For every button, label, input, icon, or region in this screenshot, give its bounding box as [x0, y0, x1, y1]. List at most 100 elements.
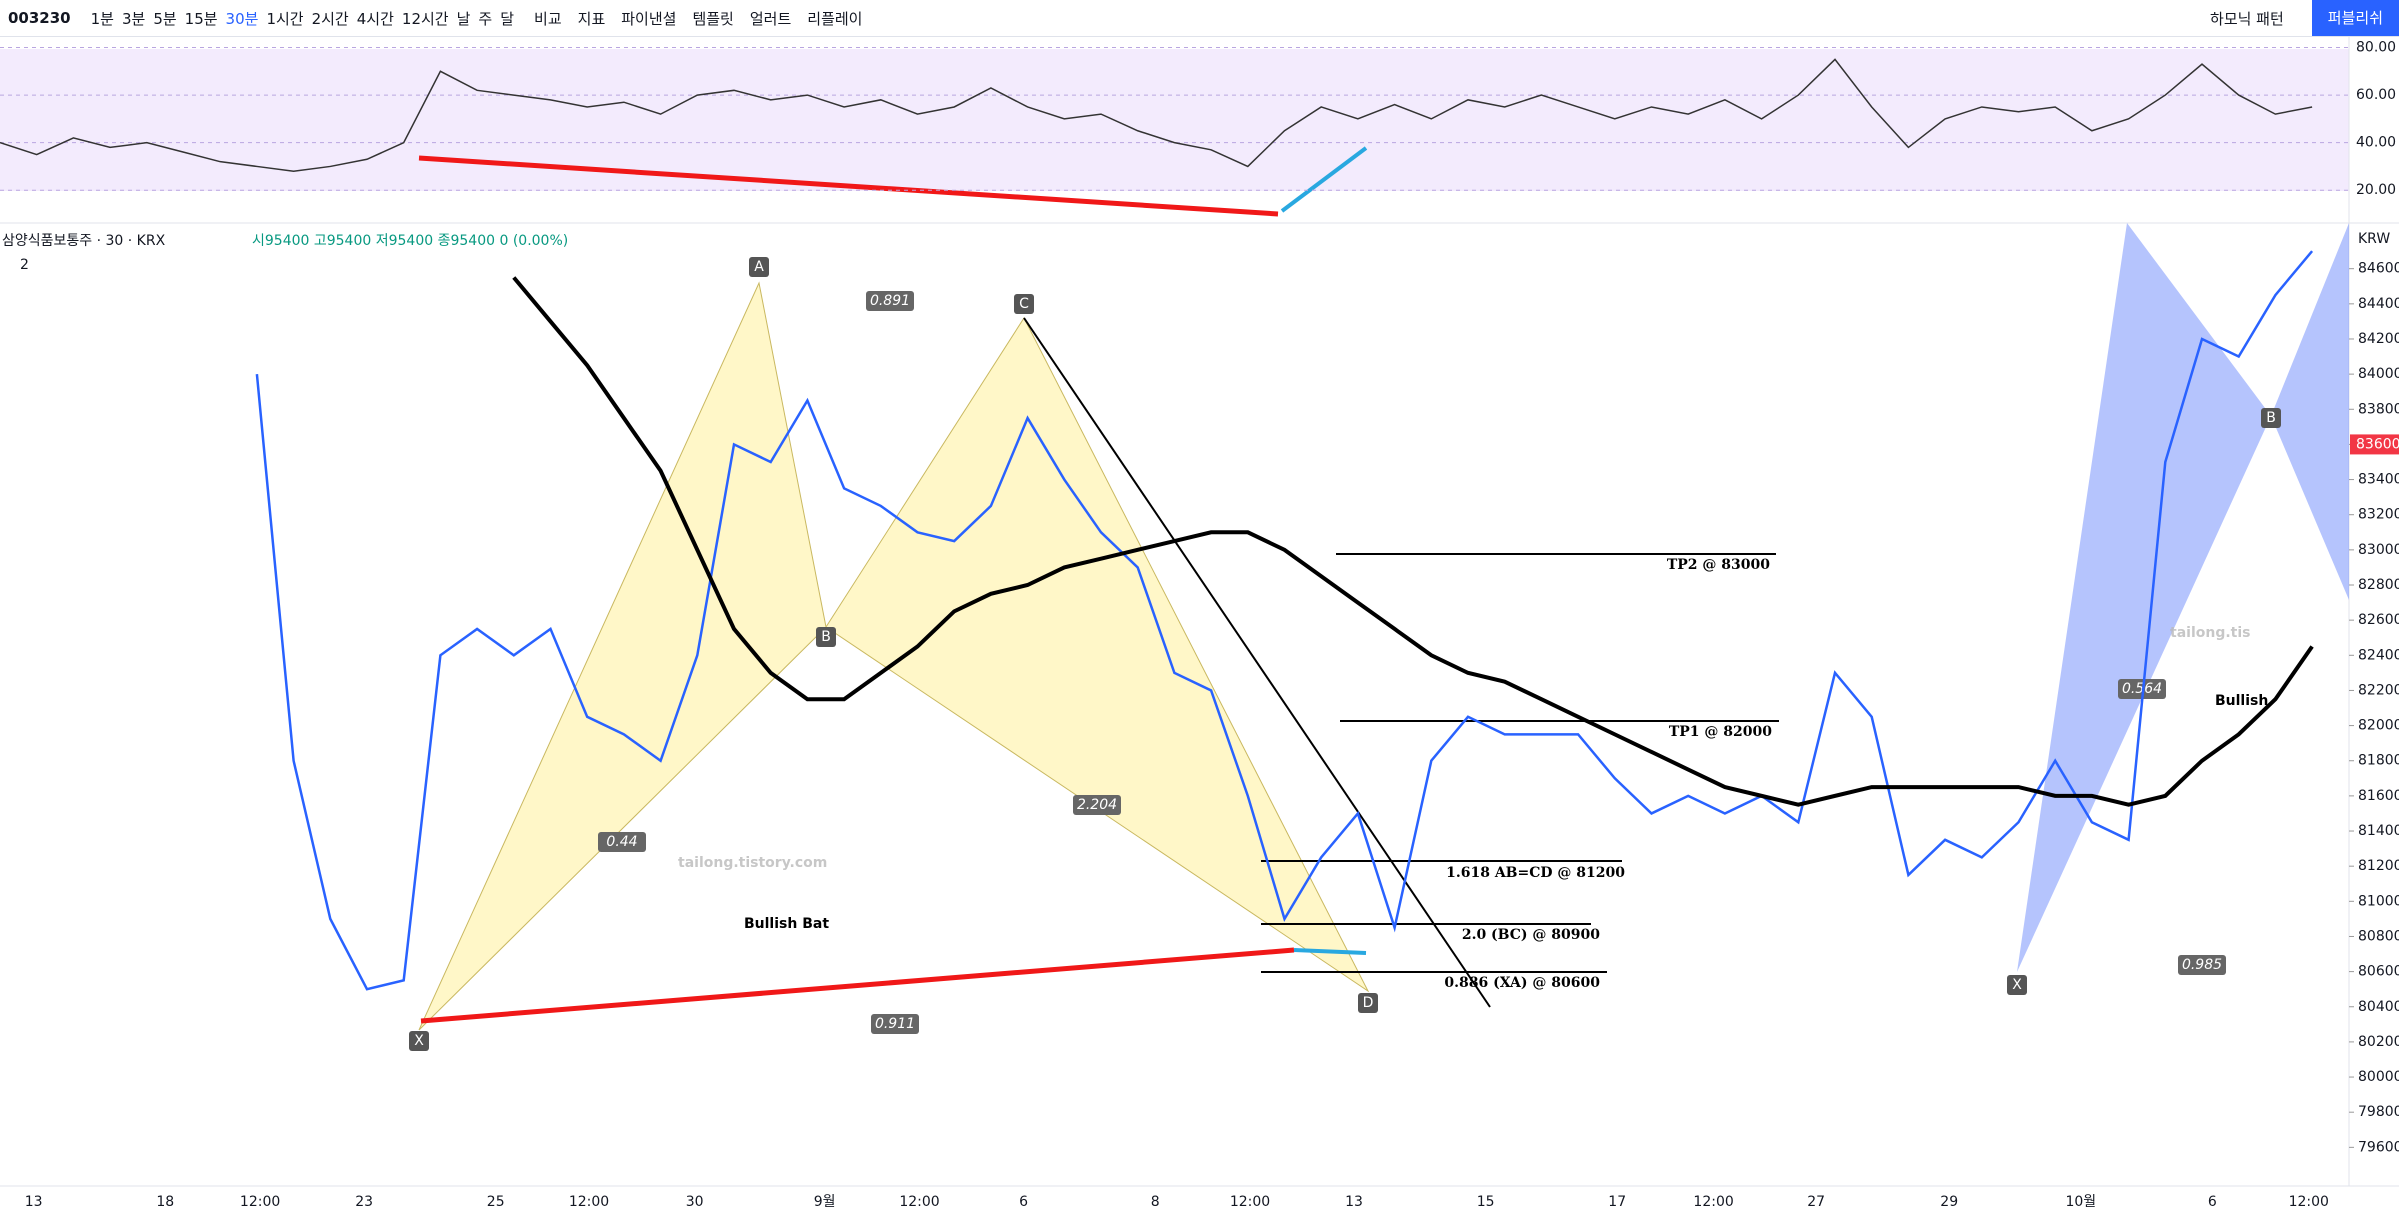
point-label: B: [2266, 410, 2276, 426]
compare[interactable]: 비교: [534, 9, 562, 28]
time-label: 12:00: [1230, 1194, 1270, 1210]
price-tick-label: 81600: [2358, 788, 2399, 804]
interval[interactable]: 주: [478, 9, 493, 28]
price-tick-label: 79800: [2358, 1104, 2399, 1120]
price-tick-label: 84000: [2358, 366, 2399, 382]
last-price: 83600: [2356, 436, 2399, 452]
replay[interactable]: 리플레이: [807, 9, 863, 28]
watermark: tailong.tistory.com: [678, 855, 827, 871]
interval[interactable]: 1시간: [266, 9, 304, 28]
rsi-pane-bg: [0, 49, 2349, 191]
xab-triangle: [418, 281, 827, 1031]
pattern[interactable]: 하모닉 패턴: [2210, 9, 2284, 28]
interval[interactable]: 30분: [225, 9, 259, 28]
time-label: 8: [1151, 1194, 1160, 1210]
label-bg: [749, 257, 769, 277]
rsi-tick-label: 40.00: [2356, 135, 2396, 151]
pattern-name: Bullish Bat: [744, 916, 829, 932]
trend-line: [1023, 317, 1491, 1008]
intervals: 1분 3분 5분 15분 30분 1시간 2시간 4시간 12시간 날 주 달: [79, 8, 526, 29]
target-label: 0.886 (XA) @ 80600: [1444, 975, 1600, 991]
interval[interactable]: 5분: [153, 9, 177, 28]
chart: TP2 @ 83000 TP1 @ 82000 1.618 AB=CD @ 8120…: [0, 37, 2399, 1210]
time-label: 9월: [814, 1194, 836, 1210]
interval[interactable]: 달: [500, 9, 515, 28]
time-label: 29: [1940, 1194, 1958, 1210]
time-label: 23: [355, 1194, 373, 1210]
price-ma: [512, 276, 2314, 807]
label-bg: [816, 627, 836, 647]
time-label: 12:00: [1693, 1194, 1733, 1210]
ratio-bg: [871, 1014, 919, 1034]
legend-ohlc: 시95400 고95400 저95400 종95400 0 (0.00%): [252, 233, 568, 249]
rsi-rise: [1280, 146, 1368, 213]
point-label: C: [1019, 296, 1029, 312]
time-label: 6: [1019, 1194, 1028, 1210]
price-tick-label: 82000: [2358, 718, 2399, 734]
time-label: 12:00: [240, 1194, 280, 1210]
label-bg: [409, 1031, 429, 1051]
symbol[interactable]: 003230: [8, 9, 71, 27]
drawings: TP2 @ 83000 TP1 @ 82000 1.618 AB=CD @ 8120…: [409, 146, 2349, 1051]
rsi-tick-label: 60.00: [2356, 87, 2396, 103]
ratio-bg: [1073, 795, 1121, 815]
time-label: 30: [686, 1194, 704, 1210]
time-label: 18: [156, 1194, 174, 1210]
price-tick-label: 82600: [2358, 612, 2399, 628]
price-tick-label: 81400: [2358, 823, 2399, 839]
interval[interactable]: 12시간: [401, 9, 449, 28]
ratio-label: 0.891: [870, 293, 910, 309]
label-bg: [2261, 408, 2281, 428]
price-tick-label: 83200: [2358, 507, 2399, 523]
price-tick-label: 83400: [2358, 472, 2399, 488]
price-tick-label: 80400: [2358, 999, 2399, 1015]
time-label: 15: [1477, 1194, 1495, 1210]
price-tick-label: 84200: [2358, 331, 2399, 347]
interval[interactable]: 3분: [121, 9, 146, 28]
interval[interactable]: 4시간: [356, 9, 394, 28]
time-label: 27: [1807, 1194, 1825, 1210]
financials[interactable]: 파이낸셜: [621, 9, 677, 28]
interval[interactable]: 날: [456, 9, 471, 28]
rsi-divergence: [418, 155, 1279, 217]
time-label: 12:00: [899, 1194, 939, 1210]
time-label: 17: [1608, 1194, 1626, 1210]
bcd2-triangle: [2271, 223, 2349, 600]
alert[interactable]: 얼러트: [749, 9, 792, 28]
time-label: 12:00: [569, 1194, 609, 1210]
price-low: [1293, 948, 1367, 955]
ratio-label: 0.44: [606, 834, 637, 850]
time-label: 10월: [2065, 1194, 2096, 1210]
currency: KRW: [2358, 231, 2390, 247]
rsi-tick-label: 80.00: [2356, 40, 2396, 56]
point-label: X: [414, 1033, 424, 1049]
price-tick-label: 83000: [2358, 542, 2399, 558]
price-divergence: [420, 947, 1295, 1024]
target-label: TP2 @ 83000: [1667, 557, 1770, 573]
price-tick-label: 84600: [2358, 261, 2399, 277]
xab2-triangle: [2017, 223, 2271, 972]
price-tick-label: 82400: [2358, 647, 2399, 663]
price-tick-label: 83800: [2358, 401, 2399, 417]
publish[interactable]: 퍼블리쉬: [2311, 0, 2399, 36]
interval[interactable]: 15분: [184, 9, 218, 28]
interval[interactable]: 2시간: [311, 9, 349, 28]
interval[interactable]: 1분: [90, 9, 114, 28]
price-tick-label: 82200: [2358, 682, 2399, 698]
label-bg: [2007, 975, 2027, 995]
price-close: [255, 250, 2314, 991]
price-tick-label: 81200: [2358, 858, 2399, 874]
toolbar: 003230 1분 3분 5분 15분 30분 1시간 2시간 4시간 12시간 날 주 달 비교 지…: [0, 0, 2399, 37]
rsi-tick-label: 20.00: [2356, 182, 2396, 198]
templates[interactable]: 템플릿: [692, 9, 734, 28]
time-label: 6: [2208, 1194, 2217, 1210]
indicators[interactable]: 지표: [577, 9, 606, 28]
target-label: 2.0 (BC) @ 80900: [1462, 927, 1600, 943]
price-tick-label: 80600: [2358, 964, 2399, 980]
ratio-label: 0.985: [2182, 957, 2222, 973]
legend-badge: 2: [20, 257, 29, 273]
legend-name: 삼양식품보통주 · 30 · KRX: [2, 233, 166, 249]
price-tick-label: 81800: [2358, 753, 2399, 769]
point-label: A: [754, 259, 764, 275]
pattern-name-2: Bullish: [2215, 693, 2268, 709]
